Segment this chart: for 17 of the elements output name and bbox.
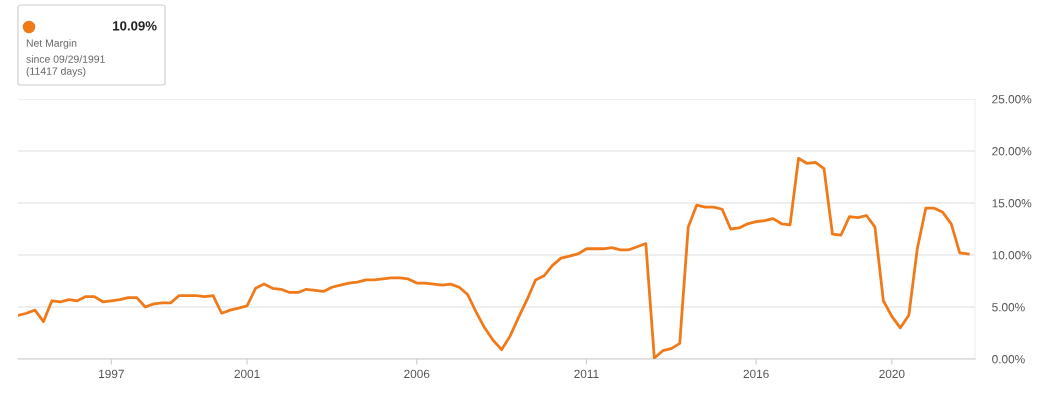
x-tick-label: 1997: [99, 369, 124, 379]
text: Net Margin: [26, 39, 77, 49]
x-tick-label: 2020: [879, 369, 905, 379]
x-tick-label: 2006: [404, 369, 430, 379]
text: 10.09%: [113, 21, 157, 31]
y-tick-label: 0.00%: [992, 355, 1025, 364]
x-tick-label: 2016: [743, 369, 769, 379]
x-tick-label: 2011: [574, 369, 599, 379]
y-tick-label: 20.00%: [992, 147, 1032, 156]
y-tick-label: 5.00%: [992, 303, 1025, 312]
text: since 09/29/1991: [26, 55, 105, 63]
text: (11417 days): [26, 67, 86, 77]
y-tick-label: 15.00%: [992, 199, 1032, 208]
line-series: [18, 156, 970, 359]
y-tick-label: 25.00%: [992, 95, 1032, 104]
x-tick-label: 2001: [234, 369, 260, 379]
y-tick-label: 10.00%: [992, 251, 1032, 260]
